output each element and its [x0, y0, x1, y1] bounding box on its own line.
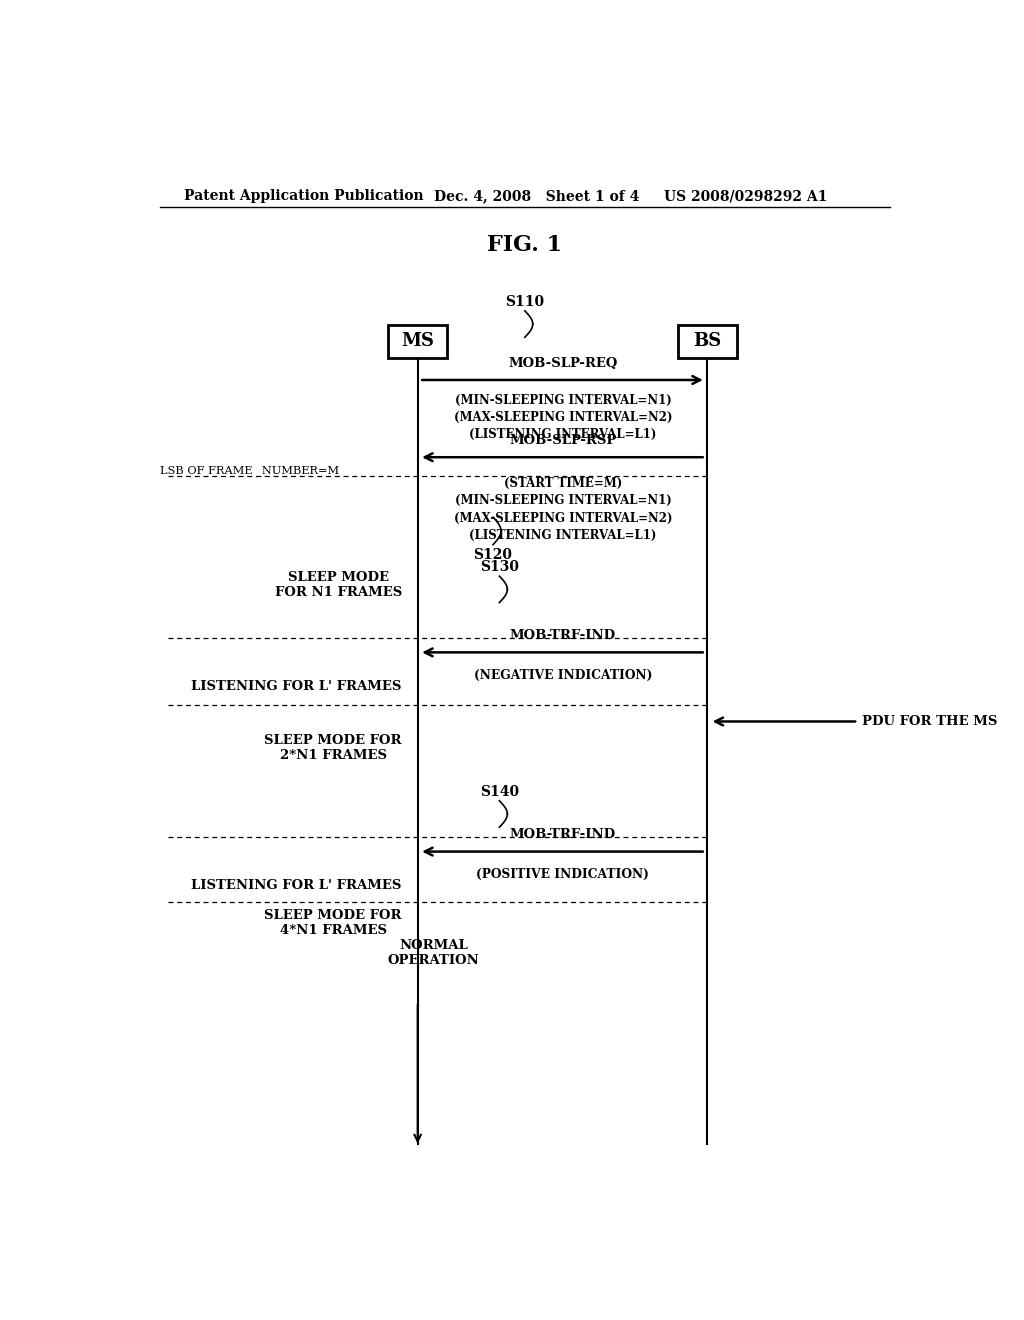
FancyBboxPatch shape [678, 325, 737, 358]
Text: Patent Application Publication: Patent Application Publication [183, 189, 423, 203]
Text: MOB-TRF-IND: MOB-TRF-IND [510, 829, 616, 841]
Text: BS: BS [693, 333, 722, 350]
Text: S120: S120 [473, 548, 513, 562]
Text: MS: MS [401, 333, 434, 350]
Text: SLEEP MODE FOR
2*N1 FRAMES: SLEEP MODE FOR 2*N1 FRAMES [264, 734, 401, 762]
Text: MOB-SLP-REQ: MOB-SLP-REQ [508, 356, 617, 370]
Text: (MIN-SLEEPING INTERVAL=N1): (MIN-SLEEPING INTERVAL=N1) [455, 393, 672, 407]
Text: (POSITIVE INDICATION): (POSITIVE INDICATION) [476, 867, 649, 880]
Text: S140: S140 [480, 784, 519, 799]
Text: S110: S110 [505, 294, 545, 309]
Text: S130: S130 [480, 560, 519, 574]
Text: US 2008/0298292 A1: US 2008/0298292 A1 [664, 189, 827, 203]
Text: (MAX-SLEEPING INTERVAL=N2): (MAX-SLEEPING INTERVAL=N2) [454, 512, 672, 525]
FancyBboxPatch shape [388, 325, 447, 358]
Text: SLEEP MODE FOR
4*N1 FRAMES: SLEEP MODE FOR 4*N1 FRAMES [264, 908, 401, 937]
Text: (LISTENING INTERVAL=L1): (LISTENING INTERVAL=L1) [469, 529, 656, 543]
Text: PDU FOR THE MS: PDU FOR THE MS [862, 715, 997, 729]
Text: LISTENING FOR L' FRAMES: LISTENING FOR L' FRAMES [191, 680, 401, 693]
Text: MOB-TRF-IND: MOB-TRF-IND [510, 630, 616, 643]
Text: (LISTENING INTERVAL=L1): (LISTENING INTERVAL=L1) [469, 429, 656, 441]
Text: MOB-SLP-RSP: MOB-SLP-RSP [509, 434, 616, 447]
Text: (MAX-SLEEPING INTERVAL=N2): (MAX-SLEEPING INTERVAL=N2) [454, 411, 672, 424]
Text: Dec. 4, 2008   Sheet 1 of 4: Dec. 4, 2008 Sheet 1 of 4 [433, 189, 639, 203]
Text: FIG. 1: FIG. 1 [487, 234, 562, 256]
Text: NORMAL
OPERATION: NORMAL OPERATION [388, 940, 479, 968]
Text: (MIN-SLEEPING INTERVAL=N1): (MIN-SLEEPING INTERVAL=N1) [455, 495, 672, 507]
Text: SLEEP MODE
FOR N1 FRAMES: SLEEP MODE FOR N1 FRAMES [274, 572, 401, 599]
Text: (NEGATIVE INDICATION): (NEGATIVE INDICATION) [474, 669, 652, 681]
Text: (START TIME=M): (START TIME=M) [504, 477, 622, 490]
Text: LISTENING FOR L' FRAMES: LISTENING FOR L' FRAMES [191, 879, 401, 891]
Text: LSB OF FRAME _NUMBER=M: LSB OF FRAME _NUMBER=M [160, 465, 339, 475]
